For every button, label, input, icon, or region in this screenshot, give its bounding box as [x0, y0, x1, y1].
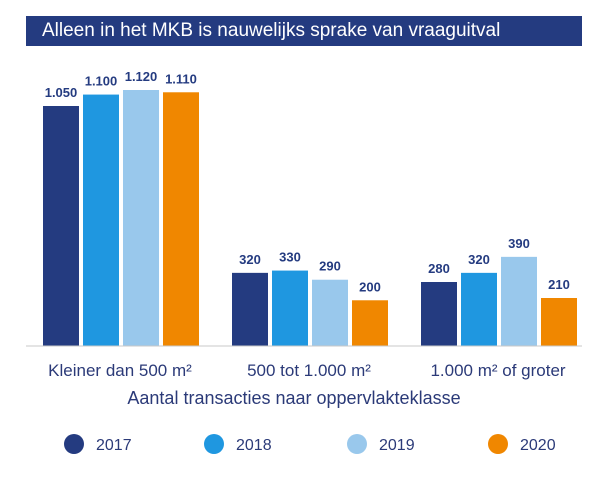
x-axis-label: Aantal transacties naar oppervlakteklass… [127, 388, 460, 408]
value-label-2018-cat-0: 1.100 [85, 74, 118, 89]
legend-swatch-2018 [204, 434, 224, 454]
bar-2020-cat-1 [352, 300, 388, 346]
value-label-2019-cat-2: 390 [508, 236, 530, 251]
bar-2017-cat-0 [43, 106, 79, 346]
value-label-2019-cat-0: 1.120 [125, 69, 158, 84]
category-label-1: 500 tot 1.000 m² [247, 361, 371, 380]
value-label-2020-cat-2: 210 [548, 277, 570, 292]
bar-2019-cat-1 [312, 279, 348, 346]
title-bar [26, 16, 582, 46]
bars-group: 1.050 320 280 1.100 330 320 1.120 290 390 1.110 20… [43, 69, 577, 347]
value-label-2018-cat-2: 320 [468, 252, 490, 267]
bar-2020-cat-2 [541, 298, 577, 346]
legend-label-2020: 2020 [520, 437, 556, 454]
legend-label-2017: 2017 [96, 437, 132, 454]
category-label-2: 1.000 m² of groter [430, 361, 565, 380]
value-label-2018-cat-1: 330 [279, 250, 301, 265]
legend: 2017 2018 2019 2020 [64, 434, 556, 454]
legend-label-2019: 2019 [379, 437, 415, 454]
legend-label-2018: 2018 [236, 437, 272, 454]
bar-2018-cat-1 [272, 270, 308, 346]
bar-2019-cat-2 [501, 256, 537, 346]
category-label-0: Kleiner dan 500 m² [48, 361, 192, 380]
category-labels: Kleiner dan 500 m² 500 tot 1.000 m² 1.000 … [48, 361, 566, 380]
bar-2018-cat-2 [461, 272, 497, 346]
legend-swatch-2020 [488, 434, 508, 454]
bar-2020-cat-0 [163, 92, 199, 347]
legend-swatch-2019 [347, 434, 367, 454]
value-label-2019-cat-1: 290 [319, 259, 341, 274]
value-label-2020-cat-0: 1.110 [165, 71, 197, 86]
bar-2017-cat-1 [232, 272, 268, 346]
bar-2018-cat-0 [83, 94, 119, 346]
bar-2017-cat-2 [421, 282, 457, 346]
value-label-2017-cat-0: 1.050 [45, 85, 78, 100]
value-label-2017-cat-2: 280 [428, 261, 450, 276]
legend-swatch-2017 [64, 434, 84, 454]
value-label-2017-cat-1: 320 [239, 252, 261, 267]
value-label-2020-cat-1: 200 [359, 279, 381, 294]
bar-2019-cat-0 [123, 90, 159, 346]
chart-title: Alleen in het MKB is nauwelijks sprake v… [42, 20, 501, 41]
